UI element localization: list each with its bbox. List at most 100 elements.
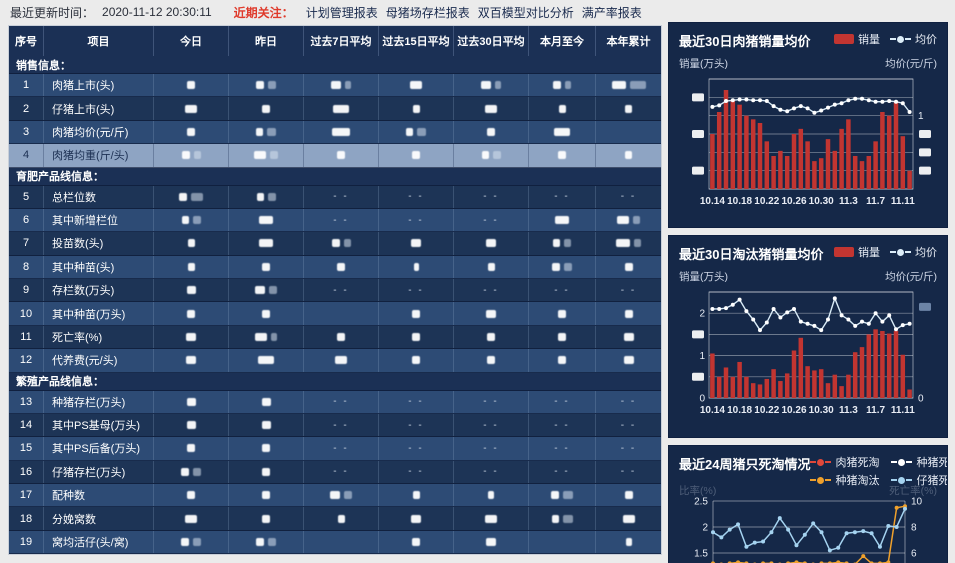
table-row-16[interactable]: 16 仔猪存栏(万头) - - - - - - - - - - [9,460,661,484]
empty-value-dashes: - - [408,191,424,203]
table-row-2[interactable]: 2 仔猪上市(头) [9,97,661,121]
redacted-value [558,309,566,318]
redacted-value [481,151,489,160]
table-row-3[interactable]: 3 肉猪均价(元/斤) [9,120,661,145]
empty-value-dashes: - - [483,284,499,296]
cull-sales-chart[interactable]: 10.14 10.18 10.22 10.26 10.30 11.3 11.7 11.11 2 1… [679,284,939,430]
redacted-value [412,309,420,318]
nav-link-0[interactable]: 计划管理报表 [305,5,378,20]
chart-legend: 肉猪死淘 种猪死亡种猪淘汰 仔猪死亡 [810,454,947,488]
redacted-value [625,537,632,546]
nav-link-2[interactable]: 双百模型对比分析 [477,5,574,20]
svg-text:11.3: 11.3 [839,196,858,207]
redacted-value [268,81,276,90]
table-row-19[interactable]: 19 窝均活仔(头/窝) [9,530,661,555]
value-cell: - - [379,437,454,460]
value-cell [229,232,304,255]
value-cell [454,507,529,530]
table-row-8[interactable]: 8 其中种苗(头) [9,255,661,279]
redacted-value [486,239,496,248]
svg-text:6: 6 [911,549,917,560]
value-cell [154,437,229,460]
value-cell [229,460,304,483]
value-cell: - - [529,185,596,208]
redacted-value [186,421,196,430]
redacted-value [187,239,195,248]
table-row-6[interactable]: 6 其中新增栏位 - - - - - - [9,208,661,233]
redacted-value [333,104,349,113]
legend-item-销量[interactable]: 销量 [834,244,880,260]
legend-item-均价[interactable]: 均价 [890,31,937,47]
svg-text:11.11: 11.11 [891,196,915,207]
redacted-value [185,514,197,523]
table-row-5[interactable]: 5 总栏位数 - - - - - - - - - - [9,185,661,209]
table-row-14[interactable]: 14 其中PS基母(万头) - - - - - - - - - - [9,413,661,438]
redacted-value [193,537,201,546]
redacted-value [262,104,270,113]
value-cell [154,255,229,278]
table-row-12[interactable]: 12 代养费(元/头) [9,349,661,373]
table-row-18[interactable]: 18 分娩窝数 [9,507,661,531]
value-cell: - - [379,185,454,208]
legend-dot [817,476,825,484]
value-cell [229,255,304,278]
value-cell [229,185,304,208]
svg-text:1: 1 [699,351,705,362]
value-cell [379,325,454,349]
value-cell: - - [454,413,529,437]
legend-item-种猪死亡[interactable]: 种猪死亡 [891,454,947,470]
value-cell: - - [379,460,454,483]
redacted-value [186,356,196,365]
redacted-value [558,151,566,160]
table-row-10[interactable]: 10 其中种苗(万头) [9,302,661,326]
pig-sales-chart[interactable]: 10.14 10.18 10.22 10.26 10.30 11.3 11.7 11.11 1 [679,71,939,221]
redacted-value [256,127,263,136]
value-cell [379,144,454,167]
redacted-value [255,286,265,295]
empty-value-dashes: - - [333,466,349,478]
redacted-value [412,151,420,160]
redacted-value [617,216,629,225]
redacted-value [271,332,277,341]
empty-value-dashes: - - [408,442,424,454]
legend-item-肉猪死淘[interactable]: 肉猪死淘 [810,454,879,470]
mortality-chart[interactable]: 2.5 2 1.5 10 8 6 [679,496,939,563]
table-row-17[interactable]: 17 配种数 [9,484,661,508]
value-cell: - - [304,413,379,437]
table-row-15[interactable]: 15 其中PS后备(万头) - - - - - - - - - - [9,437,661,461]
empty-value-dashes: - - [333,214,349,226]
table-row-4[interactable]: 4 肉猪均重(斤/头) [9,144,661,168]
nav-link-3[interactable]: 满产率报表 [581,5,642,20]
nav-link-1[interactable]: 母猪场存栏报表 [385,5,470,20]
redacted-value [262,444,270,453]
table-row-1[interactable]: 1 肉猪上市(头) [9,74,661,98]
redacted-value [412,491,420,500]
table-row-11[interactable]: 11 死亡率(%) [9,325,661,350]
value-cell [596,507,661,529]
svg-text:10.30: 10.30 [809,196,834,207]
svg-text:10.18: 10.18 [727,196,752,207]
table-row-9[interactable]: 9 存栏数(万头) - - - - - - - - - - [9,279,661,303]
redacted-value [343,239,351,248]
chart-title: 最近30日淘汰猪销量均价 [679,247,824,262]
value-cell [596,97,661,119]
y-axis-label-right: 死亡率(%) [889,484,937,497]
legend-item-种猪淘汰[interactable]: 种猪淘汰 [810,472,879,488]
legend-item-均价[interactable]: 均价 [890,244,937,260]
table-body: 销售信息： 1 肉猪上市(头) 2 仔猪上市(头) 3 肉猪均价(元/斤) 4 肉猪均重(斤/头… [9,56,661,555]
legend-item-仔猪死亡[interactable]: 仔猪死亡 [891,472,947,488]
redacted-value [187,309,195,318]
redacted-value [487,262,495,271]
redacted-value [179,192,187,201]
svg-text:2: 2 [702,523,708,534]
redacted-value [345,81,351,90]
table-row-7[interactable]: 7 投苗数(头) [9,232,661,256]
redacted-value [565,81,571,90]
table-row-13[interactable]: 13 种猪存栏(万头) - - - - - - - - - - [9,390,661,414]
value-cell: - - [379,413,454,437]
legend-item-销量[interactable]: 销量 [834,31,880,47]
redacted-value [552,262,560,271]
redacted-value [625,151,632,160]
legend-dot [897,35,904,43]
value-cell: - - [304,390,379,413]
